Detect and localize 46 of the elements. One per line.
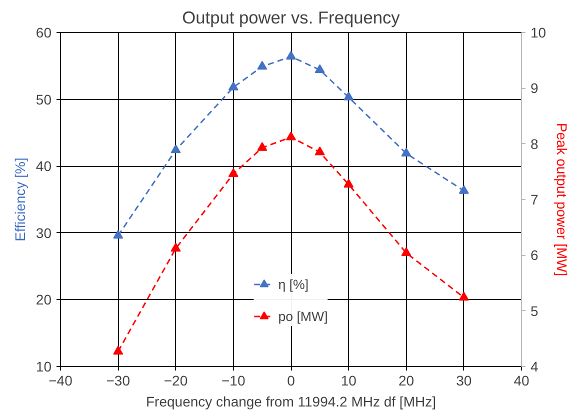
point xyxy=(314,64,325,74)
x-tick-label: −30 xyxy=(106,372,130,388)
y-tick-label: 10 xyxy=(36,358,52,374)
point xyxy=(458,292,469,301)
y2-tick-label: 4 xyxy=(530,358,538,374)
x-tick-label: 0 xyxy=(287,372,296,388)
y2-tick-label: 8 xyxy=(530,136,538,152)
x-tick-label: 20 xyxy=(398,372,414,388)
point xyxy=(257,60,268,70)
point xyxy=(228,82,238,90)
point xyxy=(228,168,238,177)
point xyxy=(286,131,296,140)
y2-tick-label: 5 xyxy=(530,302,538,319)
x-tick-label: −20 xyxy=(164,372,188,388)
point xyxy=(458,185,469,194)
x-tick-label: −10 xyxy=(222,372,246,388)
chart-title: Output power vs. Frequency xyxy=(182,8,400,28)
y2-tick-label: 7 xyxy=(530,192,538,208)
x-tick-label: 10 xyxy=(340,372,357,388)
y2-tick-label: 9 xyxy=(530,80,538,96)
point xyxy=(314,146,325,156)
y2-tick-label: 6 xyxy=(530,247,538,264)
point xyxy=(401,247,412,256)
x-tick-label: −40 xyxy=(48,372,73,388)
y2-tick-label: 10 xyxy=(530,24,546,40)
point xyxy=(401,148,412,157)
y2-axis-title: Peak output power [MW] xyxy=(554,122,570,276)
y-tick-label: 50 xyxy=(36,91,52,108)
legend-label: η [%] xyxy=(278,276,309,292)
y-tick-label: 20 xyxy=(36,292,52,308)
point xyxy=(170,242,181,252)
x-tick-label: 30 xyxy=(456,372,472,388)
point xyxy=(257,142,268,151)
point xyxy=(286,50,296,60)
x-axis-title: Frequency change from 11994.2 MHz df [MHz] xyxy=(146,394,436,410)
point xyxy=(113,230,124,239)
y-tick-label: 30 xyxy=(36,224,52,241)
x-tick-label: 40 xyxy=(514,372,530,388)
point xyxy=(344,92,354,100)
y-axis-title: Efficiency [%] xyxy=(12,158,28,242)
point xyxy=(113,346,124,355)
point xyxy=(344,178,354,188)
y-tick-label: 40 xyxy=(36,158,52,174)
point xyxy=(170,144,181,154)
legend-label: po [MW] xyxy=(278,308,328,324)
y-tick-label: 60 xyxy=(36,24,52,40)
